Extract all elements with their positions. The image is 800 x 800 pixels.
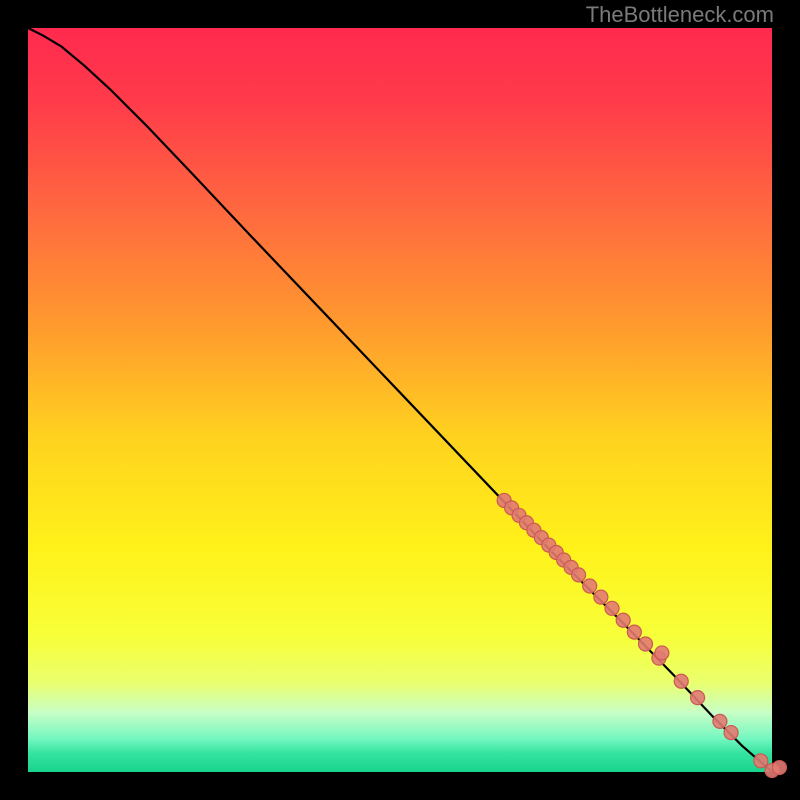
data-point [674, 674, 688, 688]
watermark-text: TheBottleneck.com [586, 2, 774, 28]
data-point [691, 691, 705, 705]
data-point [572, 568, 586, 582]
data-point [655, 646, 669, 660]
data-point [594, 590, 608, 604]
data-point [754, 754, 768, 768]
data-point [713, 714, 727, 728]
data-point [627, 625, 641, 639]
data-point [605, 601, 619, 615]
data-point [724, 726, 738, 740]
data-point [583, 579, 597, 593]
data-point [616, 613, 630, 627]
data-point [639, 637, 653, 651]
data-point [772, 761, 786, 775]
